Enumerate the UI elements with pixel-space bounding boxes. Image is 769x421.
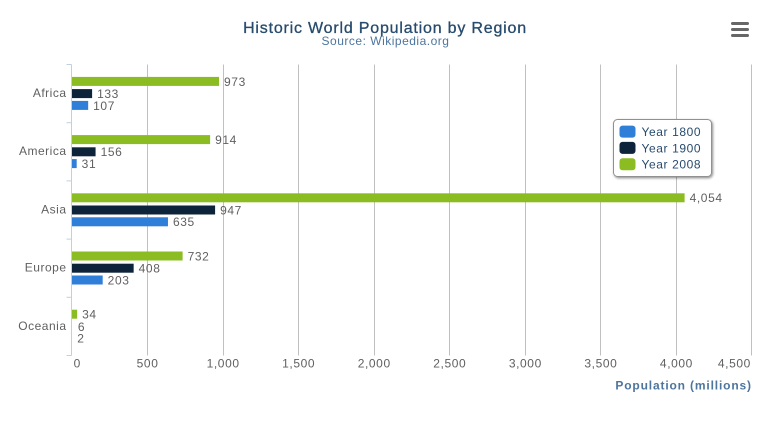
svg-text:3,500: 3,500 [584, 357, 617, 371]
svg-text:Source: Wikipedia.org: Source: Wikipedia.org [322, 34, 450, 48]
svg-text:4,500: 4,500 [718, 357, 751, 371]
svg-text:Africa: Africa [33, 86, 67, 100]
svg-text:Asia: Asia [41, 202, 66, 216]
svg-text:Oceania: Oceania [18, 319, 66, 333]
svg-text:34: 34 [82, 308, 97, 322]
svg-text:133: 133 [97, 87, 119, 101]
svg-text:947: 947 [220, 203, 242, 217]
svg-text:3,000: 3,000 [509, 357, 542, 371]
svg-text:2,500: 2,500 [433, 357, 466, 371]
svg-text:0: 0 [74, 357, 81, 371]
svg-text:203: 203 [108, 273, 130, 287]
svg-text:2,000: 2,000 [358, 357, 391, 371]
svg-text:America: America [19, 144, 67, 158]
svg-text:1,500: 1,500 [282, 357, 315, 371]
svg-text:914: 914 [215, 133, 237, 147]
svg-text:Population (millions): Population (millions) [615, 379, 752, 393]
svg-text:31: 31 [82, 157, 97, 171]
svg-text:973: 973 [224, 75, 246, 89]
svg-text:6: 6 [78, 320, 85, 334]
svg-text:635: 635 [173, 215, 195, 229]
svg-text:Year 2008: Year 2008 [642, 158, 702, 172]
svg-text:Europe: Europe [25, 261, 67, 275]
svg-text:Year 1800: Year 1800 [642, 125, 702, 139]
svg-text:107: 107 [93, 99, 115, 113]
svg-text:500: 500 [137, 357, 159, 371]
svg-text:408: 408 [139, 262, 161, 276]
svg-text:4,000: 4,000 [660, 357, 693, 371]
svg-text:Year 1900: Year 1900 [642, 141, 702, 155]
svg-text:732: 732 [188, 249, 210, 263]
svg-text:156: 156 [101, 145, 123, 159]
svg-text:Historic World Population by R: Historic World Population by Region [243, 20, 527, 37]
svg-text:4,054: 4,054 [690, 191, 723, 205]
svg-text:2: 2 [77, 332, 84, 346]
svg-text:1,000: 1,000 [207, 357, 240, 371]
